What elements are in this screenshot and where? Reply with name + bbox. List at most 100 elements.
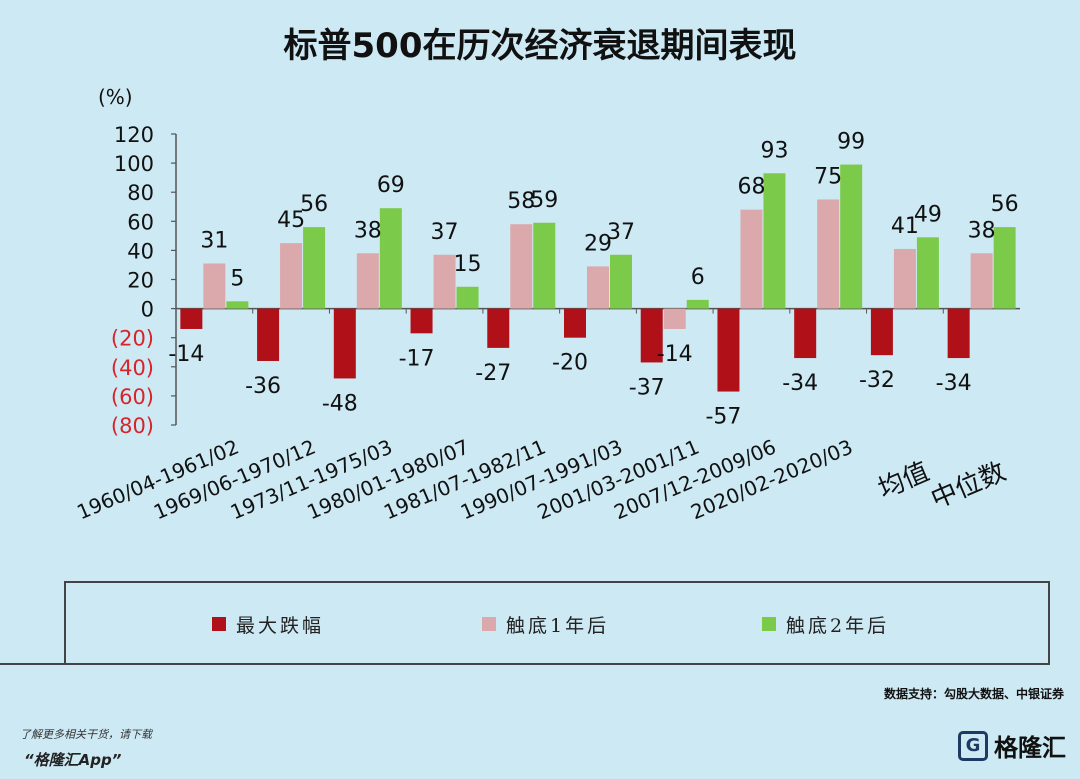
- bar-max-drawdown: [180, 308, 203, 329]
- legend-item-1yr-after: 触底1年后: [482, 612, 610, 637]
- y-tick-label: (60): [111, 385, 154, 409]
- data-label: 56: [300, 192, 328, 217]
- data-label: -20: [552, 351, 588, 376]
- bar-2yr-after: [686, 299, 709, 309]
- brand-name: 格隆汇: [994, 734, 1066, 762]
- data-label: 38: [968, 218, 996, 243]
- data-label: -34: [936, 371, 972, 396]
- bar-1yr-after: [893, 248, 916, 309]
- data-label: 5: [230, 266, 244, 291]
- bars: [180, 164, 1016, 392]
- footer-app-name: “格隆汇App”: [24, 751, 122, 769]
- data-label: -36: [245, 374, 281, 399]
- y-tick-label: 80: [127, 181, 154, 205]
- y-tick-label: 60: [127, 210, 154, 234]
- y-tick-label: 100: [114, 152, 154, 176]
- data-label: 49: [914, 202, 942, 227]
- y-tick-label: 0: [141, 298, 154, 322]
- y-tick-label: 20: [127, 269, 154, 293]
- data-label: 59: [530, 188, 558, 213]
- data-label: 41: [891, 214, 919, 239]
- legend-label: 最大跌幅: [236, 614, 325, 637]
- legend-label: 触底2年后: [786, 614, 890, 637]
- x-tick-label: 均值: [874, 457, 934, 505]
- data-label: -27: [475, 361, 511, 386]
- data-label: -48: [322, 391, 358, 416]
- y-tick-label: (40): [111, 356, 154, 380]
- data-label: 56: [991, 192, 1019, 217]
- bar-2yr-after: [303, 227, 326, 309]
- y-tick-label: 40: [127, 239, 154, 263]
- data-label: -14: [168, 342, 204, 367]
- data-label: 38: [354, 218, 382, 243]
- bar-chart: (%) 120 100 80 60 40 20 0 (20) (40) (60) (80) -14 3…: [73, 85, 1020, 524]
- bar-2yr-after: [916, 237, 939, 309]
- data-source: 数据支持：勾股大数据、中银证券: [883, 687, 1064, 701]
- legend-swatch-green: [762, 617, 776, 631]
- legend-baseline: [0, 663, 1050, 665]
- bar-max-drawdown: [717, 308, 740, 392]
- y-tick-label: (80): [111, 414, 154, 438]
- bar-max-drawdown: [947, 308, 970, 359]
- legend-box: [64, 581, 1050, 663]
- bar-1yr-after: [587, 266, 609, 309]
- legend-label: 触底1年后: [506, 614, 610, 637]
- bar-max-drawdown: [257, 308, 280, 361]
- data-label: 29: [584, 231, 612, 256]
- data-label: -37: [629, 375, 665, 400]
- bar-max-drawdown: [487, 308, 510, 348]
- data-label: 6: [691, 265, 705, 290]
- data-label: 45: [277, 208, 305, 233]
- bar-max-drawdown: [333, 308, 356, 379]
- bar-2yr-after: [993, 227, 1016, 309]
- data-label: 37: [431, 220, 459, 245]
- data-label: 93: [760, 138, 788, 163]
- data-label: -34: [782, 371, 818, 396]
- data-label: 37: [607, 220, 635, 245]
- data-label: 99: [837, 130, 865, 155]
- data-label: -57: [705, 405, 741, 430]
- data-labels: -14315-364556-483869-173715-275859-20293…: [168, 130, 1018, 430]
- y-tick-label: (20): [111, 327, 154, 351]
- legend-swatch-red: [212, 617, 226, 631]
- bar-2yr-after: [610, 254, 632, 309]
- chart-title: 标普500在历次经济衰退期间表现: [283, 26, 797, 66]
- bar-max-drawdown: [794, 308, 817, 359]
- bar-1yr-after: [356, 253, 379, 309]
- data-label: 75: [814, 164, 842, 189]
- data-label: 68: [737, 175, 765, 200]
- bar-1yr-after: [280, 243, 303, 309]
- footer-note: 了解更多相关干货，请下载: [20, 728, 152, 741]
- legend-item-max-drawdown: 最大跌幅: [212, 612, 325, 637]
- bar-1yr-after: [433, 254, 456, 309]
- data-label: 15: [454, 252, 482, 277]
- bar-max-drawdown: [410, 308, 433, 334]
- brand-logo-icon: G: [958, 730, 988, 761]
- legend-swatch-pink: [482, 617, 496, 631]
- bar-2yr-after: [840, 164, 863, 309]
- bar-2yr-after: [226, 301, 249, 309]
- bar-max-drawdown: [564, 308, 586, 338]
- bar-1yr-after: [970, 253, 993, 309]
- y-ticks: 120 100 80 60 40 20 0 (20) (40) (60) (80): [111, 123, 176, 438]
- data-label: 58: [507, 189, 535, 214]
- bar-1yr-after: [663, 308, 686, 329]
- data-label: 31: [200, 228, 228, 253]
- x-ticks: 1960/04-1961/021969/06-1970/121973/11-19…: [73, 308, 1011, 524]
- bar-2yr-after: [456, 286, 479, 309]
- data-label: -17: [399, 346, 435, 371]
- bar-1yr-after: [817, 199, 840, 309]
- data-label: -32: [859, 368, 895, 393]
- brand: G 格隆汇: [958, 728, 1066, 763]
- bar-1yr-after: [203, 263, 226, 309]
- data-label: 69: [377, 173, 405, 198]
- bar-1yr-after: [740, 209, 763, 309]
- y-tick-label: 120: [114, 123, 154, 147]
- x-tick-label: 中位数: [927, 457, 1011, 515]
- data-label: -14: [657, 342, 693, 367]
- y-axis-label: (%): [98, 85, 133, 109]
- bar-1yr-after: [510, 224, 533, 309]
- bar-max-drawdown: [640, 308, 663, 363]
- bar-2yr-after: [763, 173, 786, 309]
- legend-item-2yr-after: 触底2年后: [762, 612, 890, 637]
